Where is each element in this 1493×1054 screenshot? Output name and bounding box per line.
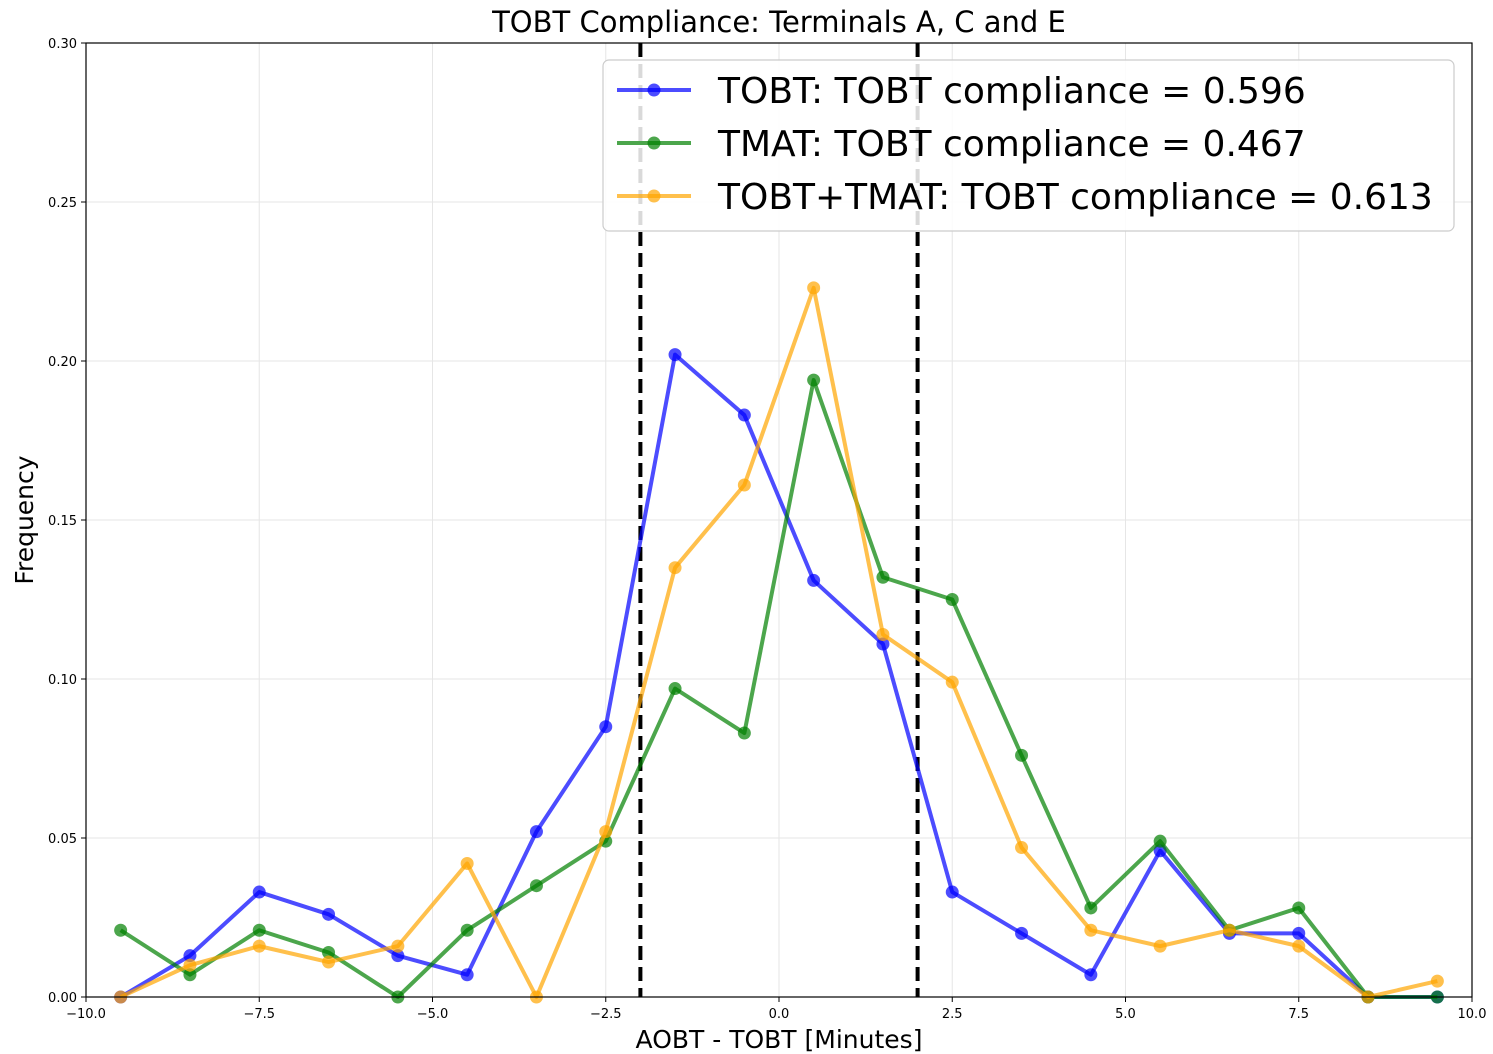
data-point [322, 945, 336, 959]
y-tick-label: 0.30 [48, 37, 77, 52]
data-point [1222, 923, 1236, 937]
series-line [119, 352, 1438, 999]
data-point [737, 726, 751, 740]
legend-label: TOBT: TOBT compliance = 0.596 [717, 71, 1306, 112]
data-point [183, 968, 197, 982]
y-tick-label: 0.05 [48, 832, 77, 847]
data-point [807, 281, 821, 295]
y-tick-label: 0.20 [48, 355, 77, 370]
data-point [599, 720, 613, 734]
data-point [668, 561, 682, 575]
data-point [391, 939, 405, 953]
legend-label: TOBT+TMAT: TOBT compliance = 0.613 [717, 177, 1433, 218]
data-point [668, 348, 682, 362]
legend-marker [647, 83, 661, 97]
data-point [460, 923, 474, 937]
data-point [322, 907, 336, 921]
data-point [1084, 901, 1098, 915]
x-axis-title: AOBT - TOBT [Minutes] [636, 1025, 923, 1054]
data-point [1430, 974, 1444, 988]
data-point [1015, 926, 1029, 940]
x-tick-label: 2.5 [942, 1007, 963, 1022]
x-tick-label: 0.0 [769, 1007, 790, 1022]
data-point [1292, 926, 1306, 940]
x-tick-label: 7.5 [1288, 1007, 1309, 1022]
x-tick-label: −7.5 [243, 1007, 275, 1022]
legend-item: TOBT: TOBT compliance = 0.596 [617, 71, 1306, 112]
data-point [529, 879, 543, 893]
data-point [1084, 923, 1098, 937]
data-point [322, 955, 336, 969]
x-tick-label: 5.0 [1115, 1007, 1136, 1022]
data-point [737, 408, 751, 422]
data-point [945, 675, 959, 689]
x-tick-label: −2.5 [590, 1007, 622, 1022]
data-point [460, 856, 474, 870]
chart-title: TOBT Compliance: Terminals A, C and E [491, 5, 1066, 39]
data-point [876, 637, 890, 651]
series-2 [114, 281, 1444, 1004]
axis-ticks: −10.0 −7.5 −5.0 −2.5 0.0 2.5 5.0 7.5 10.0 0.00 0.0… [48, 37, 1486, 1022]
data-point [183, 949, 197, 963]
data-point [807, 573, 821, 587]
data-point [668, 682, 682, 696]
data-point [1292, 901, 1306, 915]
data-point [460, 968, 474, 982]
data-point [114, 923, 128, 937]
data-point [876, 627, 890, 641]
series-line [119, 285, 1438, 999]
data-point [876, 570, 890, 584]
data-point [183, 958, 197, 972]
data-point [252, 939, 266, 953]
data-point [945, 593, 959, 606]
legend-label: TMAT: TOBT compliance = 0.467 [717, 124, 1306, 165]
series-lines [114, 281, 1444, 1004]
data-point [737, 478, 751, 492]
legend-marker [647, 136, 661, 150]
x-tick-label: −5.0 [417, 1007, 449, 1022]
data-point [807, 373, 821, 387]
data-point [1084, 968, 1098, 982]
data-point [391, 949, 405, 963]
legend: TOBT: TOBT compliance = 0.596 TMAT: TOBT … [602, 59, 1455, 232]
y-tick-label: 0.25 [48, 196, 77, 211]
legend-item: TOBT+TMAT: TOBT compliance = 0.613 [617, 177, 1433, 218]
data-point [1015, 841, 1029, 855]
data-point [599, 825, 613, 839]
legend-box [602, 59, 1455, 232]
y-axis-title: Frequency [10, 455, 39, 584]
data-point [945, 885, 959, 899]
y-tick-label: 0.10 [48, 673, 77, 688]
data-point [529, 825, 543, 839]
data-point [1015, 748, 1029, 762]
x-tick-label: 10.0 [1458, 1007, 1487, 1022]
data-point [252, 885, 266, 899]
y-tick-label: 0.00 [48, 991, 77, 1006]
y-tick-label: 0.15 [48, 514, 77, 529]
data-point [1153, 939, 1167, 953]
legend-item: TMAT: TOBT compliance = 0.467 [617, 124, 1306, 165]
data-point [1153, 834, 1167, 848]
x-tick-label: −10.0 [66, 1007, 106, 1022]
legend-marker [647, 189, 661, 203]
data-point [252, 923, 266, 937]
data-point [1292, 939, 1306, 953]
